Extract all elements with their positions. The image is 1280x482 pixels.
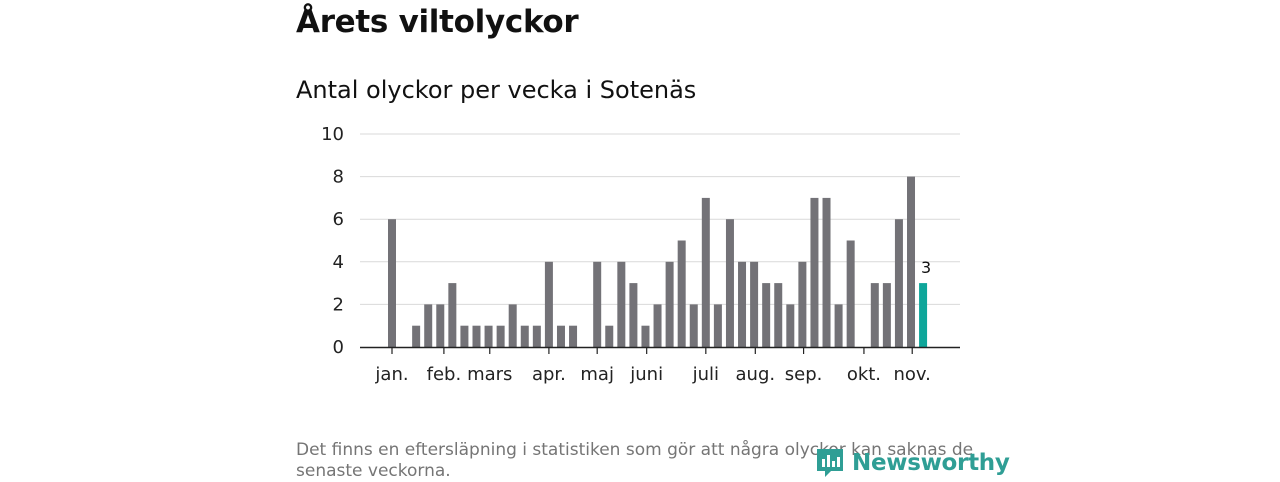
bar <box>689 304 698 347</box>
bar <box>388 219 396 347</box>
bar <box>786 304 795 347</box>
x-tick-label: okt. <box>847 364 881 385</box>
bar <box>460 325 469 347</box>
bar <box>725 219 734 347</box>
bar <box>617 261 626 347</box>
bar <box>496 325 505 347</box>
bar <box>532 325 541 347</box>
x-axis-ticks: jan. feb. mars apr. maj juni juli aug. sep. okt. n… <box>374 347 931 385</box>
newsworthy-logo: Newsworthy <box>814 446 1010 480</box>
bar <box>569 325 578 347</box>
bar <box>472 325 481 347</box>
bar <box>448 283 457 347</box>
y-tick-label: 4 <box>333 252 344 273</box>
bar <box>484 325 493 347</box>
bar <box>894 219 903 347</box>
bar <box>593 261 602 347</box>
x-tick-label: juni <box>629 364 663 385</box>
x-tick-label: aug. <box>736 364 776 385</box>
chart-subtitle: Antal olyckor per vecka i Sotenäs <box>296 76 697 104</box>
bar <box>834 304 843 347</box>
y-tick-label: 2 <box>333 294 344 315</box>
bar <box>520 325 529 347</box>
x-tick-label: sep. <box>785 364 823 385</box>
bar <box>544 261 553 347</box>
newsworthy-logo-text: Newsworthy <box>852 450 1010 476</box>
bar <box>713 304 722 347</box>
x-tick-label: mars <box>467 364 512 385</box>
data-labels: 3 <box>921 258 931 277</box>
bar <box>701 197 710 347</box>
bar <box>677 240 686 347</box>
bars <box>388 176 928 347</box>
bar <box>822 197 831 347</box>
newsworthy-logo-icon <box>817 449 843 477</box>
gridlines <box>360 133 960 305</box>
bar <box>738 261 747 347</box>
bar <box>846 240 855 347</box>
y-tick-label: 0 <box>333 337 344 358</box>
bar <box>882 283 891 347</box>
bar <box>653 304 662 347</box>
bar <box>907 176 916 347</box>
y-tick-label: 8 <box>333 167 344 188</box>
bar <box>508 304 517 347</box>
bar <box>412 325 421 347</box>
data-label: 3 <box>921 258 931 277</box>
bar <box>424 304 433 347</box>
bar <box>798 261 807 347</box>
y-tick-label: 10 <box>321 124 344 145</box>
bar <box>750 261 759 347</box>
chart-title: Årets viltolyckor <box>296 4 579 40</box>
bar <box>665 261 674 347</box>
bar <box>436 304 445 347</box>
x-tick-label: maj <box>580 364 614 385</box>
x-tick-label: juli <box>692 364 719 385</box>
bar <box>605 325 614 347</box>
bar-chart: 0 2 4 6 8 10 jan. feb. mars apr. maj juni juli aug. s… <box>321 124 960 385</box>
x-tick-label: jan. <box>374 364 408 385</box>
bar <box>810 197 819 347</box>
bar <box>629 283 638 347</box>
bar-highlight <box>919 283 928 347</box>
y-axis-ticks: 0 2 4 6 8 10 <box>321 124 344 358</box>
x-tick-label: feb. <box>427 364 462 385</box>
bar <box>641 325 650 347</box>
bar <box>556 325 565 347</box>
y-tick-label: 6 <box>333 209 344 230</box>
bar <box>774 283 783 347</box>
x-tick-label: apr. <box>532 364 566 385</box>
footnote: Det finns en eftersläpning i statistiken… <box>296 440 974 481</box>
bar <box>870 283 879 347</box>
bar <box>762 283 771 347</box>
x-tick-label: nov. <box>894 364 931 385</box>
